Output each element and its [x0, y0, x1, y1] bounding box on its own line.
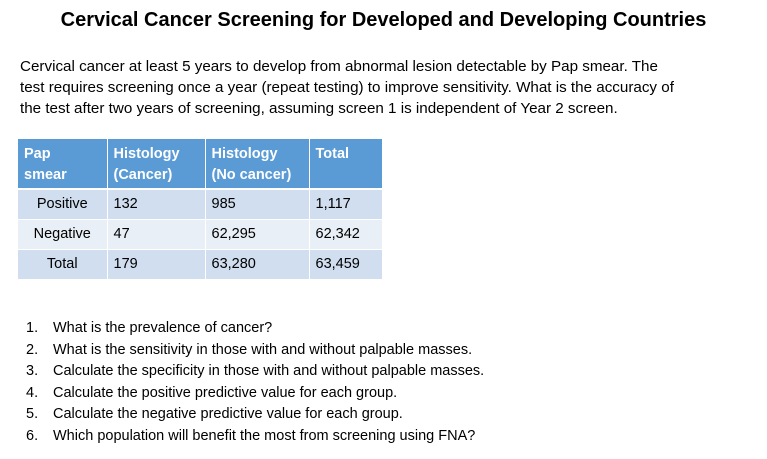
slide-title: Cervical Cancer Screening for Developed …	[60, 9, 707, 31]
table-cell: 985	[205, 189, 310, 220]
row-label: Total	[18, 249, 108, 280]
question-number: 5.	[26, 406, 39, 422]
header-line: (No cancer)	[211, 167, 292, 183]
header-pap-smear: Pap smear	[18, 139, 108, 190]
question-item: 1. What is the prevalence of cancer?	[26, 318, 484, 340]
intro-paragraph: Cervical cancer at least 5 years to deve…	[20, 56, 750, 119]
table-cell: 47	[107, 219, 206, 250]
question-text: What is the sensitivity in those with an…	[53, 341, 473, 358]
question-item: 5. Calculate the negative predictive valu…	[26, 404, 484, 426]
pap-smear-table: Pap smear Histology (Cancer) Histology (…	[18, 139, 382, 280]
question-number: 6.	[26, 427, 39, 444]
header-line: Total	[315, 146, 350, 162]
table-row-positive: Positive 132 985 1,117	[18, 189, 382, 220]
question-item: 6. Which population will benefit the most…	[26, 426, 484, 448]
header-line: smear	[24, 167, 67, 183]
question-item: 3. Calculate the specificity in those wit…	[26, 361, 484, 383]
header-histology-cancer: Histology (Cancer)	[107, 139, 206, 190]
header-total: Total	[309, 139, 382, 190]
table-cell: 179	[107, 249, 206, 280]
intro-line: Cervical cancer at least 5 years to deve…	[20, 58, 658, 75]
header-histology-no-cancer: Histology (No cancer)	[205, 139, 310, 190]
question-item: 2. What is the sensitivity in those with …	[26, 340, 484, 362]
table-cell: 132	[107, 189, 206, 220]
question-list: 1. What is the prevalence of cancer? 2. Wh…	[26, 318, 484, 447]
question-number: 1.	[26, 320, 39, 336]
header-line: Histology	[113, 146, 180, 162]
table-header-row: Pap smear Histology (Cancer) Histology (…	[18, 139, 382, 190]
table-cell: 62,295	[205, 219, 310, 250]
table-cell: 63,459	[309, 249, 382, 280]
header-line: (Cancer)	[113, 167, 173, 183]
question-text: Calculate the specificity in those with …	[53, 363, 485, 379]
question-text: Calculate the positive predictive value …	[53, 384, 398, 401]
table-cell: 63,280	[205, 249, 310, 280]
table-row-negative: Negative 47 62,295 62,342	[18, 219, 382, 250]
question-item: 4. Calculate the positive predictive valu…	[26, 383, 484, 405]
table-cell: 1,117	[309, 189, 382, 220]
question-number: 3.	[26, 363, 39, 379]
question-number: 4.	[26, 384, 39, 401]
question-text: Calculate the negative predictive value …	[53, 406, 403, 422]
table-row-total: Total 179 63,280 63,459	[18, 249, 382, 280]
intro-line: test requires screening once a year (rep…	[20, 79, 674, 96]
intro-line: the test after two years of screening, a…	[20, 100, 618, 117]
question-number: 2.	[26, 341, 39, 358]
table-cell: 62,342	[309, 219, 382, 250]
header-line: Pap	[24, 146, 51, 162]
question-text: Which population will benefit the most f…	[53, 427, 476, 444]
question-text: What is the prevalence of cancer?	[53, 320, 273, 336]
row-label: Positive	[18, 189, 108, 220]
header-line: Histology	[211, 146, 278, 162]
row-label: Negative	[18, 219, 108, 250]
